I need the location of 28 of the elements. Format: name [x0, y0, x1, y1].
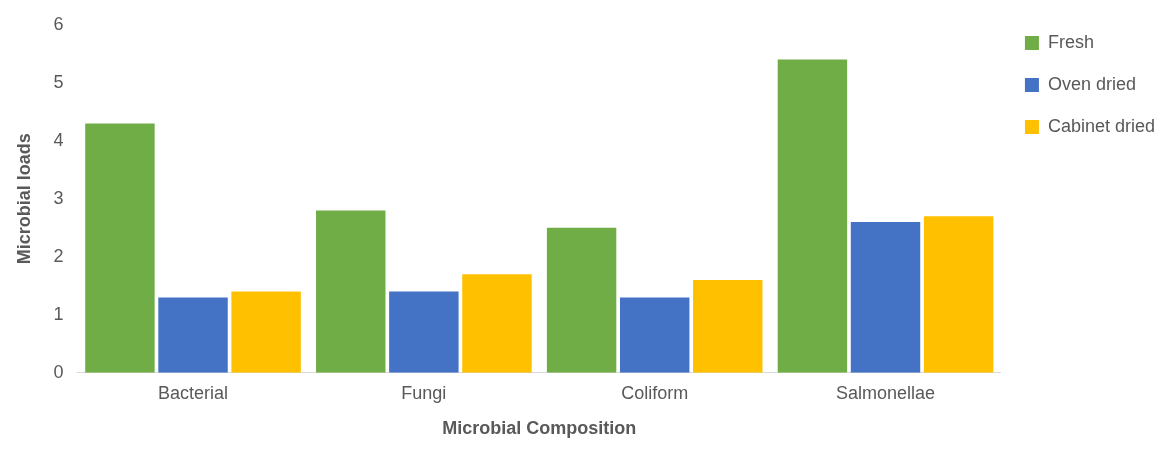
- bar: [850, 222, 921, 373]
- y-tick-label: 0: [53, 361, 64, 382]
- bar: [619, 297, 690, 373]
- x-axis-title: Microbial Composition: [442, 418, 637, 439]
- y-tick-label: 6: [53, 13, 64, 34]
- bar: [462, 274, 532, 373]
- y-tick-label: 3: [53, 187, 64, 208]
- y-axis-title: Microbial loads: [13, 133, 34, 265]
- bar: [546, 227, 617, 373]
- x-tick-label: Bacterial: [158, 382, 229, 403]
- y-tick-label: 4: [53, 129, 64, 150]
- bar: [158, 297, 228, 373]
- x-tick-label: Fungi: [401, 382, 447, 403]
- bar: [693, 280, 763, 373]
- y-tick-label: 5: [53, 71, 64, 92]
- bar: [231, 291, 301, 373]
- x-tick-label: Coliform: [621, 382, 689, 403]
- bar: [316, 210, 386, 373]
- y-tick-label: 2: [53, 245, 64, 266]
- y-tick-label: 1: [53, 303, 64, 324]
- legend-label: Oven dried: [1047, 73, 1136, 94]
- x-tick-label: Salmonellae: [835, 382, 936, 403]
- legend-label: Fresh: [1047, 31, 1094, 52]
- bar: [777, 59, 848, 373]
- bar: [923, 216, 994, 373]
- bar: [85, 123, 155, 373]
- legend-label: Cabinet dried: [1047, 115, 1156, 136]
- bar: [389, 291, 459, 373]
